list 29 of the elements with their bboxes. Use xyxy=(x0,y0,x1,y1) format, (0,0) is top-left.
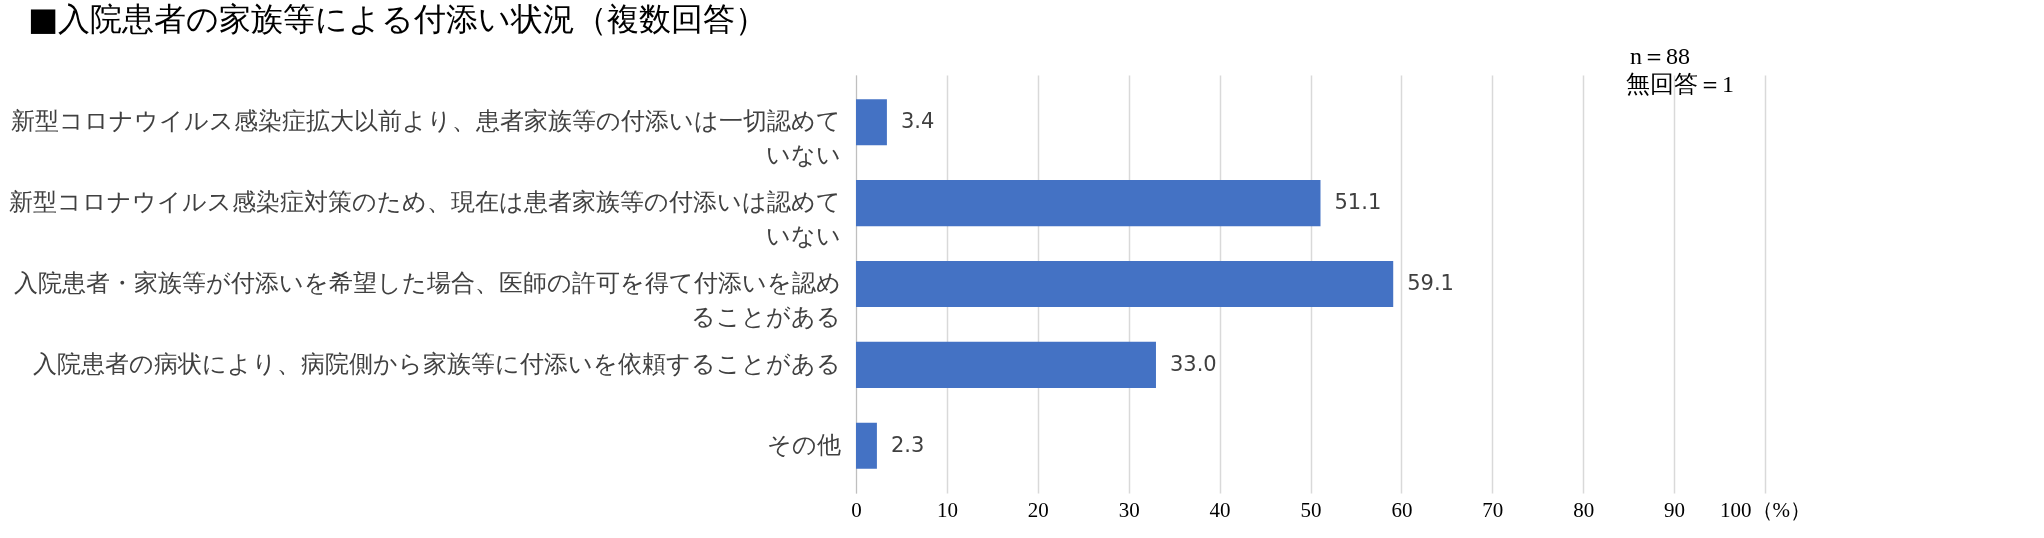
data-label: 59.1 xyxy=(1407,271,1454,295)
x-tick-label: 30 xyxy=(1118,497,1140,522)
bar xyxy=(856,180,1321,227)
text: ■入院患者の家族等による付添い状況（複数回答） xyxy=(28,0,768,38)
x-tick-label: 50 xyxy=(1300,497,1322,522)
x-tick-label: 0 xyxy=(851,497,862,522)
x-tick-label: 60 xyxy=(1391,497,1413,522)
data-label: 33.0 xyxy=(1169,351,1217,376)
annotation: 無回答＝1 xyxy=(1626,71,1734,97)
y-tick-label: 新型コロナウイルス感染症拡大以前より、患者家族等の付添いは一切認めていない xyxy=(10,107,841,170)
y-tick-label: 入院患者・家族等が付添いを希望した場合、医師の許可を得て付添いを認めることがある xyxy=(13,269,841,331)
bar xyxy=(856,260,1394,308)
bar xyxy=(856,99,887,146)
data-label: 51.1 xyxy=(1334,190,1382,215)
y-tick-label: 新型コロナウイルス感染症対策のため、現在は患者家族等の付添いは認めていない xyxy=(8,188,841,251)
data-label: 2.3 xyxy=(890,432,925,457)
bar xyxy=(856,341,1156,388)
x-tick-label: 10 xyxy=(936,497,958,522)
x-tick-label: 20 xyxy=(1027,497,1049,522)
x-tick-label: 40 xyxy=(1209,497,1231,522)
data-label: 3.4 xyxy=(900,109,935,134)
x-tick-label: 70 xyxy=(1482,497,1504,522)
bar xyxy=(856,422,877,469)
y-tick-label: その他 xyxy=(766,430,841,459)
y-tick-label: 入院患者の病状により、病院側から家族等に付添いを依頼することがある xyxy=(32,349,841,378)
x-tick-label: 100（%） xyxy=(1720,497,1811,522)
text: n＝88 xyxy=(1630,43,1690,69)
x-tick-label: 90 xyxy=(1664,497,1686,522)
x-tick-label: 80 xyxy=(1573,497,1595,522)
